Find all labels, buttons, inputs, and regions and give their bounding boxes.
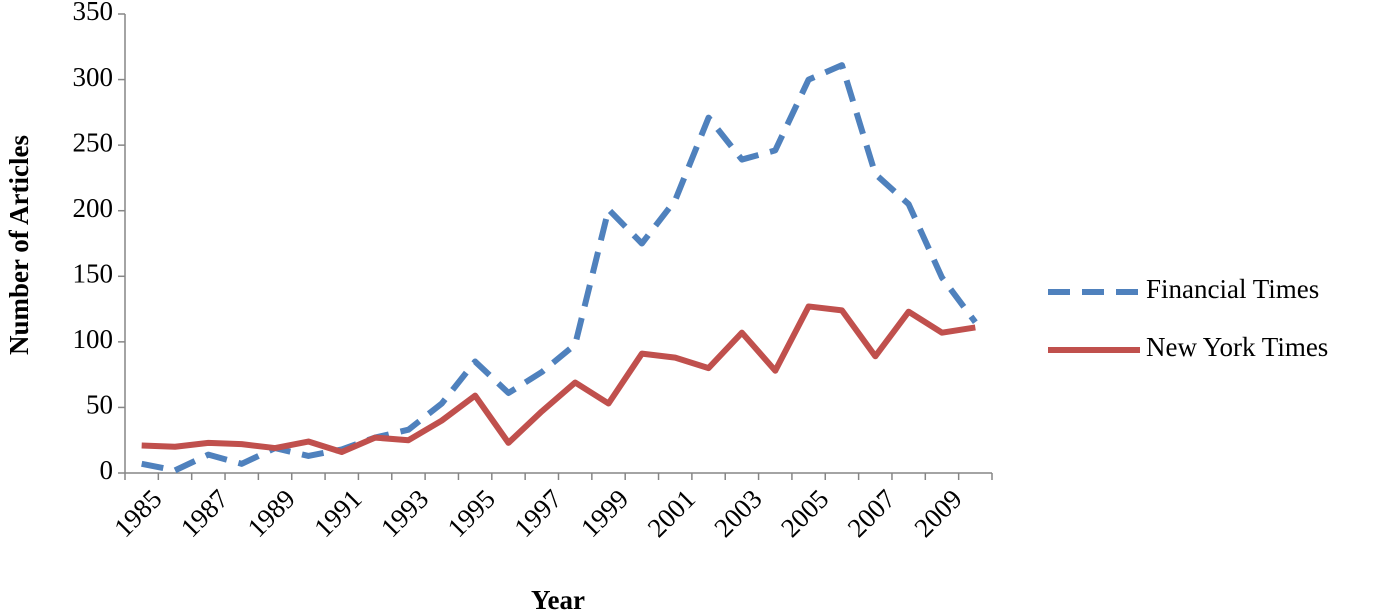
y-tick-label: 300 — [73, 62, 114, 92]
y-tick-label: 150 — [73, 258, 114, 288]
x-tick-label: 1991 — [308, 484, 367, 543]
y-tick-label: 350 — [73, 0, 114, 26]
y-tick-label: 100 — [73, 324, 114, 354]
x-tick-label: 2007 — [842, 484, 901, 543]
x-tick-label: 1999 — [575, 484, 634, 543]
x-axis-title: Year — [531, 585, 585, 615]
y-tick-label: 50 — [86, 390, 113, 420]
series-line — [141, 303, 976, 456]
y-axis-title: Number of Articles — [4, 135, 34, 355]
x-tick-label: 1997 — [508, 484, 567, 543]
legend-label: New York Times — [1146, 332, 1328, 362]
series-line — [141, 62, 978, 474]
legend-label: Financial Times — [1146, 274, 1319, 304]
y-tick-label: 200 — [73, 193, 114, 223]
x-tick-label: 2005 — [775, 484, 834, 543]
x-tick-label: 1987 — [175, 484, 234, 543]
x-tick-label: 2001 — [642, 484, 701, 543]
x-tick-label: 2003 — [708, 484, 767, 543]
x-tick-label: 1985 — [108, 484, 167, 543]
x-tick-label: 1993 — [375, 484, 434, 543]
y-tick-label: 250 — [73, 127, 114, 157]
x-tick-label: 1995 — [442, 484, 501, 543]
x-tick-label: 2009 — [908, 484, 967, 543]
y-tick-label: 0 — [100, 455, 114, 485]
x-tick-label: 1989 — [241, 484, 300, 543]
